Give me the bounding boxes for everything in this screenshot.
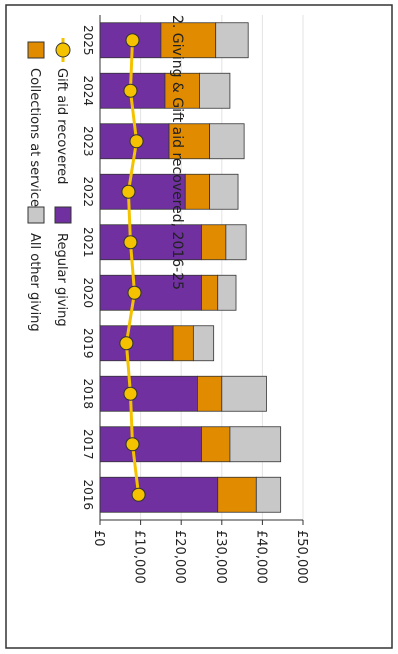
value-tick-label: £40,000 — [253, 530, 268, 584]
bar-regular-giving-2021 — [99, 224, 202, 261]
category-label-2018: 2018 — [81, 378, 95, 409]
category-label-2023: 2023 — [81, 126, 95, 157]
category-label-2025: 2025 — [81, 25, 95, 56]
legend-item-gift-aid-recovered: Gift aid recovered — [54, 38, 71, 184]
bars — [99, 22, 282, 513]
gift-aid-point-2020 — [127, 285, 142, 300]
bar-all-other-giving-2022 — [209, 173, 239, 210]
legend-swatch — [27, 41, 45, 59]
value-tick-label: £0 — [91, 530, 106, 547]
bar-collections-at-services-2019 — [172, 325, 194, 362]
bar-all-other-giving-2021 — [225, 224, 247, 261]
legend-swatch-marker — [55, 42, 71, 58]
legend: Gift aid recovered Collections at service… — [27, 38, 72, 332]
legend-item-all-other-giving: All other giving — [27, 206, 45, 332]
legend-item-regular-giving: Regular giving — [54, 206, 72, 327]
bar-collections-at-services-2018 — [197, 375, 223, 412]
gift-aid-line-path — [124, 40, 141, 495]
gift-aid-point-2016 — [131, 487, 146, 502]
category-label-2016: 2016 — [81, 479, 95, 510]
bar-collections-at-services-2021 — [201, 224, 227, 261]
bar-regular-giving-2019 — [99, 325, 174, 362]
value-tick-label: £30,000 — [213, 530, 228, 584]
category-labels: 2016 2017 2018 2019 2020 2021 2022 2023 2024 2025 — [81, 25, 95, 510]
bar-collections-at-services-2020 — [201, 274, 219, 311]
bar-all-other-giving-2023 — [209, 123, 245, 160]
bar-all-other-giving-2020 — [217, 274, 237, 311]
bar-collections-at-services-2017 — [201, 426, 231, 463]
bar-regular-giving-2018 — [99, 375, 198, 412]
value-tick-label: £20,000 — [172, 530, 187, 584]
legend-label: Collections at services — [27, 68, 42, 214]
category-label-2019: 2019 — [81, 328, 95, 359]
value-axis: £0 £10,000 £20,000 £30,000 £40,000 £50,000 — [91, 15, 309, 584]
gift-aid-point-2019 — [119, 336, 134, 351]
gift-aid-point-2025 — [125, 33, 140, 48]
gift-aid-point-2021 — [123, 235, 138, 250]
legend-label: Regular giving — [54, 233, 69, 327]
bar-collections-at-services-2022 — [184, 173, 211, 210]
gift-aid-point-2023 — [129, 134, 144, 149]
gift-aid-point-2018 — [123, 386, 138, 401]
chart-plot: £0 £10,000 £20,000 £30,000 £40,000 £50,000 20… — [27, 15, 309, 584]
bar-all-other-giving-2017 — [229, 426, 282, 463]
legend-swatch — [54, 206, 72, 224]
bar-regular-giving-2016 — [99, 476, 219, 513]
gift-aid-line — [119, 33, 146, 502]
bar-all-other-giving-2025 — [215, 22, 249, 59]
bar-all-other-giving-2024 — [199, 72, 231, 109]
bar-collections-at-services-2016 — [217, 476, 257, 513]
legend-swatch — [27, 206, 45, 224]
legend-label: All other giving — [27, 233, 42, 332]
legend-label: Gift aid recovered — [54, 68, 69, 184]
category-label-2022: 2022 — [81, 176, 95, 207]
value-tick-label: £50,000 — [294, 530, 309, 584]
bar-all-other-giving-2019 — [192, 325, 215, 362]
bar-regular-giving-2017 — [99, 426, 202, 463]
value-tick-label: £10,000 — [132, 530, 147, 584]
category-label-2017: 2017 — [81, 429, 95, 460]
legend-item-collections-at-services: Collections at services — [27, 41, 45, 214]
gift-aid-point-2022 — [121, 184, 136, 199]
category-label-2020: 2020 — [81, 277, 95, 308]
bar-all-other-giving-2016 — [255, 476, 282, 513]
category-label-2021: 2021 — [81, 227, 95, 258]
gift-aid-point-2017 — [125, 437, 140, 452]
bar-regular-giving-2020 — [99, 274, 202, 311]
chart-title: 2. Giving & Gift aid recovered, 2016-25 — [169, 15, 185, 290]
gift-aid-point-2024 — [123, 83, 138, 98]
bar-all-other-giving-2018 — [221, 375, 267, 412]
category-label-2024: 2024 — [81, 75, 95, 106]
